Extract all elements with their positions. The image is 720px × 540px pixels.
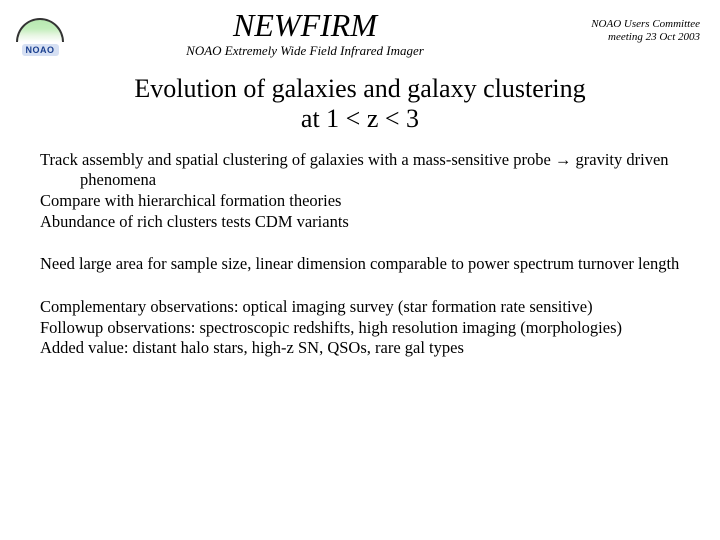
paragraph-3: Complementary observations: optical imag…	[40, 297, 680, 359]
paragraph-2: Need large area for sample size, linear …	[40, 254, 680, 275]
arrow-icon: →	[555, 151, 572, 169]
p1-line-1: Track assembly and spatial clustering of…	[40, 150, 680, 191]
p1-line-2: Compare with hierarchical formation theo…	[40, 191, 680, 212]
p3-line-2: Followup observations: spectroscopic red…	[40, 318, 680, 339]
header-title-block: NEWFIRM NOAO Extremely Wide Field Infrar…	[40, 8, 570, 59]
p2-line-1: Need large area for sample size, linear …	[40, 254, 680, 275]
p1-l1a: Track assembly and spatial clustering of…	[40, 150, 451, 169]
paragraph-1: Track assembly and spatial clustering of…	[40, 150, 680, 233]
p3-line-1: Complementary observations: optical imag…	[40, 297, 680, 318]
meeting-line-2: meeting 23 Oct 2003	[608, 31, 700, 43]
slide-title: Evolution of galaxies and galaxy cluster…	[40, 74, 680, 134]
meeting-line-1: NOAO Users Committee	[591, 18, 700, 30]
slide-title-line-2: at 1 < z < 3	[301, 104, 419, 133]
meeting-info: NOAO Users Committee meeting 23 Oct 2003	[570, 18, 700, 44]
p1-line-3: Abundance of rich clusters tests CDM var…	[40, 212, 680, 233]
p3-line-3: Added value: distant halo stars, high-z …	[40, 338, 680, 359]
project-title: NEWFIRM	[40, 8, 570, 43]
project-subtitle: NOAO Extremely Wide Field Infrared Image…	[40, 43, 570, 59]
slide-header: NOAO NEWFIRM NOAO Extremely Wide Field I…	[0, 0, 720, 62]
p1-l1b: sensitive probe	[451, 150, 550, 169]
slide-title-line-1: Evolution of galaxies and galaxy cluster…	[134, 74, 585, 103]
slide-body: Track assembly and spatial clustering of…	[0, 150, 720, 359]
